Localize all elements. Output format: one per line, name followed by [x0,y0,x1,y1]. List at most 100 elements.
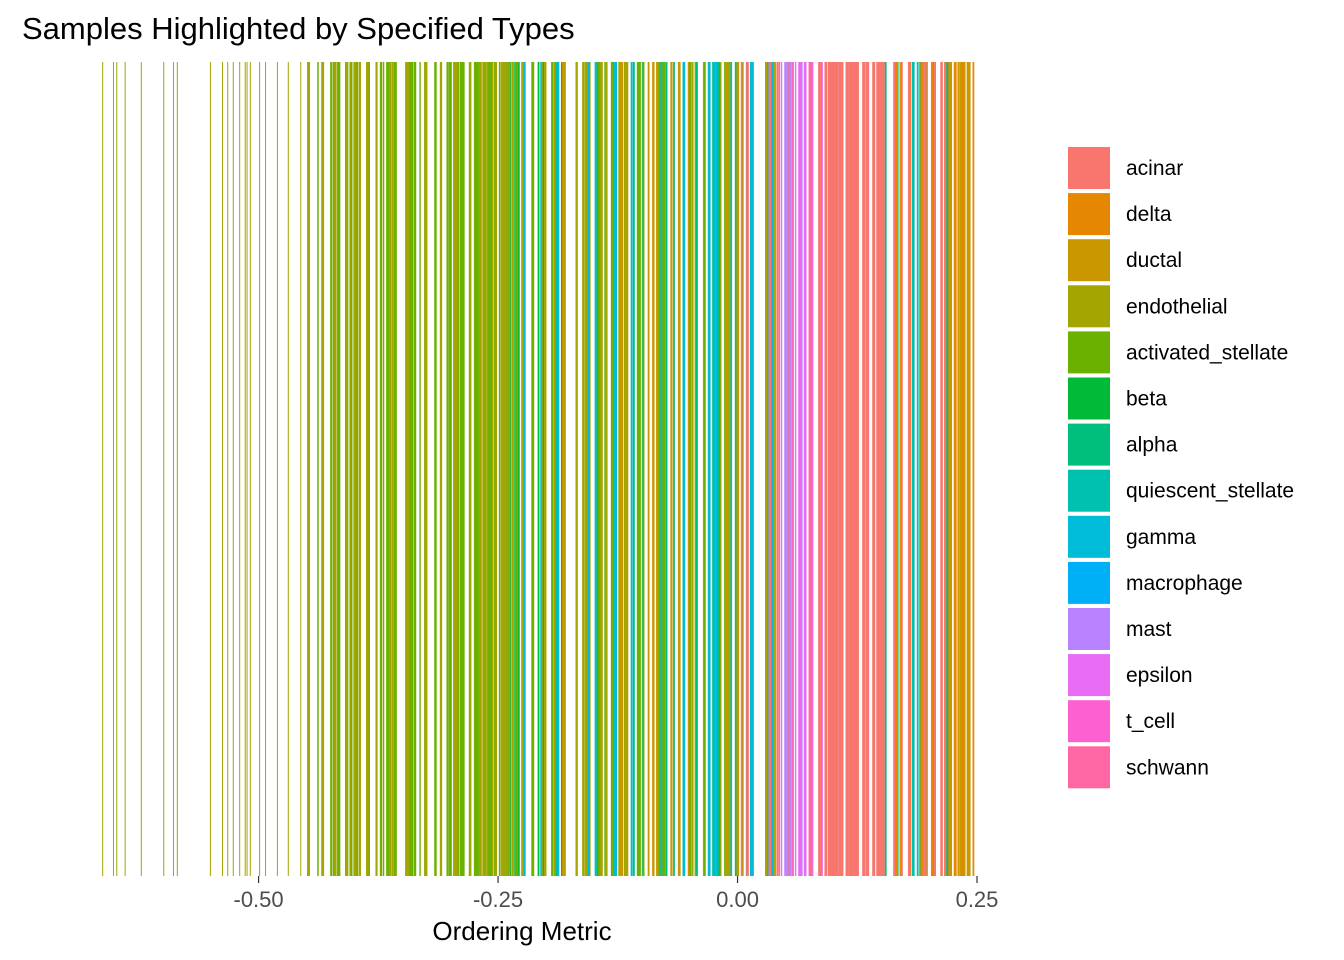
bar-acinar [827,62,831,876]
bar-endothelial [406,62,409,876]
bar-acinar [767,62,771,876]
bar-activated_stellate [446,62,449,876]
bar-gamma [524,62,526,876]
bar-alpha [734,62,738,876]
bar-activated_stellate [387,62,390,876]
bar-endothelial [482,62,485,876]
bar-ductal [647,62,650,876]
legend-label-activated_stellate: activated_stellate [1126,341,1288,364]
bar-gamma [765,62,769,876]
bar-ductal [969,62,971,876]
bar-endothelial [494,62,498,876]
bar-endothelial [600,62,603,876]
legend-label-gamma: gamma [1126,526,1196,549]
bar-activated_stellate [330,62,333,876]
bar-endothelial [469,62,472,876]
bar-endothelial [773,62,776,876]
bar-acinar [776,62,779,876]
legend-label-endothelial: endothelial [1126,295,1228,318]
bar-ductal [562,62,565,876]
bar-endothelial [741,62,744,876]
bar-activated_stellate [689,62,692,876]
bar-endothelial [353,62,356,876]
bar-activated_stellate [409,62,413,876]
bar-acinar [933,62,936,876]
bar-acinar [862,62,865,876]
bar-activated_stellate [457,62,460,876]
bar-activated_stellate [434,62,437,876]
bar-acinar [818,62,821,876]
bar-activated_stellate [505,62,508,876]
bar-endothelial [484,62,487,876]
bar-delta [895,62,898,876]
bar-alpha [665,62,668,876]
bar-activated_stellate [724,62,727,876]
bar-endothelial [623,62,626,876]
bar-activated_stellate [382,62,385,876]
legend-label-schwann: schwann [1126,756,1209,779]
bar-delta [961,62,964,876]
bar-activated_stellate [703,62,706,876]
bar-alpha [673,62,675,876]
bar-activated_stellate [597,62,601,876]
bar-ductal [725,62,728,876]
bar-activated_stellate [356,62,358,876]
bar-schwann [778,62,781,876]
bar-activated_stellate [514,62,518,876]
legend-label-beta: beta [1126,388,1167,411]
bar-endothelial [246,62,248,876]
bar-delta [972,62,975,876]
bar-acinar [882,62,885,876]
bar-endothelial [511,62,514,876]
legend-key-macrophage [1068,561,1110,604]
bar-endothelial [116,62,118,876]
bar-acinar [770,62,773,876]
bar-gamma [749,62,752,876]
bar-acinar [878,62,882,876]
bar-endothelial [232,62,234,876]
bar-ductal [687,62,691,876]
legend-label-t_cell: t_cell [1126,710,1175,733]
legend-key-endothelial [1068,285,1110,328]
x-axis-title: Ordering Metric [432,916,611,946]
bar-endothelial [424,62,426,876]
bar-gamma [771,62,774,876]
bar-activated_stellate [394,62,397,876]
bar-ductal [656,62,659,876]
x-tick-label: 0.00 [716,887,759,912]
bar-acinar [901,62,903,876]
legend-key-epsilon [1068,654,1110,697]
bar-gamma [540,62,542,876]
bar-delta [920,62,923,876]
bar-endothelial [543,62,547,876]
bar-epsilon [780,62,783,876]
bar-endothelial [478,62,481,876]
bar-endothelial [333,62,337,876]
bar-activated_stellate [488,62,491,876]
bar-delta [954,62,957,876]
bar-endothelial [172,62,174,876]
bar-endothelial [300,62,302,876]
bar-acinar [855,62,858,876]
chart-title: Samples Highlighted by Specified Types [22,11,575,46]
bar-endothelial [439,62,443,876]
bar-activated_stellate [516,62,519,876]
bar-endothelial [112,62,114,876]
bar-acinar [940,62,943,876]
bar-endothelial [265,62,267,876]
bar-ductal [670,62,673,876]
bar-gamma [555,62,558,876]
bar-ductal [620,62,623,876]
bar-endothelial [502,62,505,876]
bar-endothelial [249,62,251,876]
bar-endothelial [287,62,289,876]
bar-endothelial [163,62,165,876]
bar-alpha [632,62,635,876]
bar-endothelial [102,62,104,876]
bar-endothelial [140,62,142,876]
bar-activated_stellate [610,62,614,876]
bar-epsilon [798,62,800,876]
bar-ductal [736,62,739,876]
bar-endothelial [503,62,507,876]
